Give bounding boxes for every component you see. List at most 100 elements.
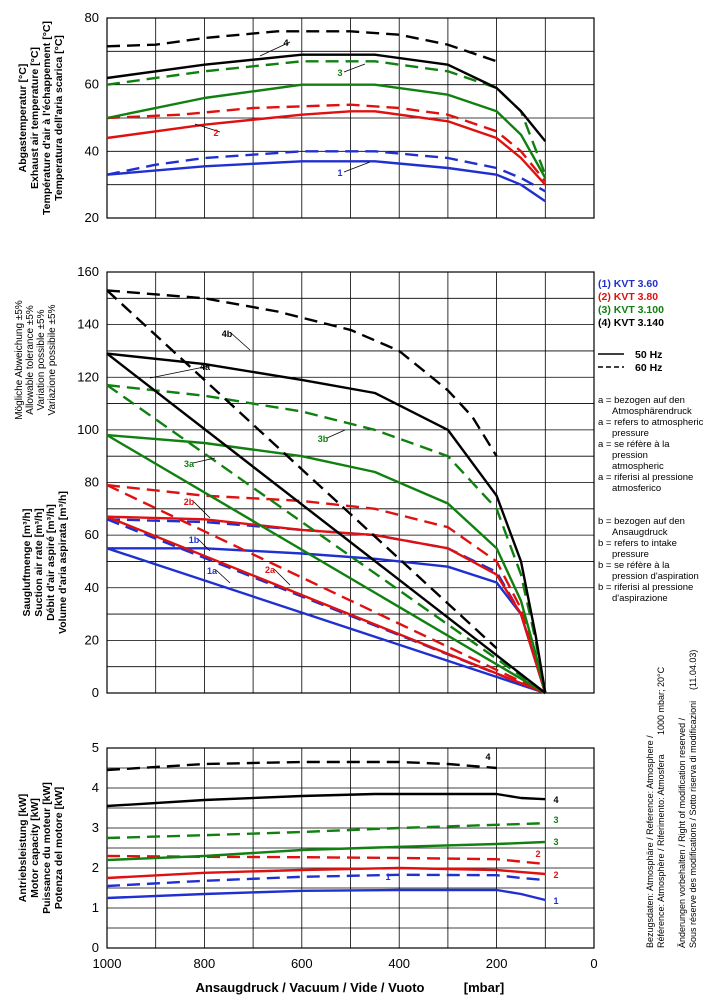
annotation-label: 2 bbox=[535, 849, 540, 859]
footer-ref-line1: Bezugsdaten: Atmosphäre / Reference: Atm… bbox=[645, 735, 655, 948]
x-tick-label: 1000 bbox=[93, 956, 122, 971]
annotation-label: 3b bbox=[318, 434, 329, 444]
series-3-60Hz bbox=[106, 822, 546, 840]
legend-60hz-label: 60 Hz bbox=[635, 362, 662, 374]
x-tick-label: 800 bbox=[194, 956, 216, 971]
annotation-label: 4 bbox=[553, 795, 558, 805]
annotation-label: 4a bbox=[200, 362, 211, 372]
series-1-60Hz bbox=[106, 873, 546, 888]
y-axis-label: Saugluftmenge [m³/h] Suction air rate [m³… bbox=[21, 491, 69, 634]
series-4b-50Hz bbox=[106, 352, 547, 694]
plot-frame bbox=[106, 747, 595, 949]
series-3b-60Hz bbox=[106, 383, 547, 694]
legend-model-3: (3) KVT 3.100 bbox=[598, 304, 664, 316]
annotation-leader bbox=[273, 568, 291, 586]
x-tick-label: 600 bbox=[291, 956, 313, 971]
footer-rights1: Änderungen vorbehalten / Right of modifi… bbox=[677, 717, 687, 948]
annotation-leader bbox=[343, 63, 366, 73]
annotation-label: 4 bbox=[485, 752, 490, 762]
footer-ref-cond: 1000 mbar; 20°C bbox=[656, 666, 666, 735]
legend-50hz-label: 50 Hz bbox=[635, 349, 662, 361]
annotation-leader bbox=[230, 332, 251, 351]
legend-model-2: (2) KVT 3.80 bbox=[598, 291, 658, 303]
series-2-50Hz bbox=[106, 866, 546, 880]
y-tick-label: 20 bbox=[85, 210, 99, 225]
series-1-60Hz bbox=[106, 150, 546, 193]
series-4-60Hz bbox=[106, 30, 497, 63]
notes_b-line: pressure bbox=[612, 549, 649, 560]
series-4-50Hz bbox=[106, 53, 547, 143]
annotation-label: 4b bbox=[222, 329, 233, 339]
series-1a-50Hz bbox=[106, 547, 546, 695]
notes_b-line: b = riferisi al pressione bbox=[598, 582, 693, 593]
notes_b-line: Ansaugdruck bbox=[612, 527, 668, 538]
series-2-60Hz bbox=[106, 103, 547, 183]
annotation-leader bbox=[326, 429, 346, 439]
notes_a-line: a = se réfère à la bbox=[598, 439, 670, 450]
annotation-label: 1 bbox=[385, 872, 390, 882]
x-axis-unit: [mbar] bbox=[464, 980, 504, 995]
y-axis-label-line: Antriebsleistung [kW] bbox=[17, 794, 29, 903]
annotation-leader bbox=[192, 500, 211, 519]
y-axis-label-line: Motor capacity [kW] bbox=[29, 798, 41, 898]
notes_a-line: a = refers to atmospheric bbox=[598, 417, 704, 428]
series-2a-60Hz bbox=[106, 484, 546, 695]
y-tick-label: 4 bbox=[92, 780, 99, 795]
notes_b-line: pression d'aspiration bbox=[612, 571, 699, 582]
series-3b-50Hz bbox=[106, 433, 547, 694]
annotation-label: 1 bbox=[553, 896, 558, 906]
notes_a-line: a = riferisi al pressione bbox=[598, 472, 693, 483]
annotation-leader bbox=[149, 365, 210, 379]
tolerance-label-line: Allowable tolerance ±5% bbox=[25, 305, 36, 415]
series-1-50Hz bbox=[106, 160, 546, 203]
notes_a-line: Atmosphärendruck bbox=[612, 406, 692, 417]
y-axis-label-line: Puissance du moteur [kW] bbox=[41, 782, 53, 914]
series-3-50Hz bbox=[106, 840, 546, 862]
y-tick-label: 60 bbox=[85, 527, 99, 542]
annotation-label: 4 bbox=[283, 38, 288, 48]
y-tick-label: 40 bbox=[85, 580, 99, 595]
series-2b-60Hz bbox=[106, 483, 547, 694]
y-axis-label-line: Débit d'air aspiré [m³/h] bbox=[45, 504, 57, 621]
annotation-label: 2 bbox=[213, 128, 218, 138]
annotation-label: 1b bbox=[189, 535, 200, 545]
y-tick-label: 40 bbox=[85, 143, 99, 158]
y-axis-label-line: Temperatura dell'aria scarica [°C] bbox=[53, 35, 65, 201]
y-axis-label-line: Suction air rate [m³/h] bbox=[33, 508, 45, 617]
annotation-leader bbox=[194, 123, 221, 133]
x-tick-label: 0 bbox=[590, 956, 597, 971]
y-axis-label-line: Potenza del motore [kW] bbox=[53, 787, 65, 910]
series-3a-50Hz bbox=[106, 434, 546, 695]
y-axis-label-line: Exhaust air temperature [°C] bbox=[29, 47, 41, 189]
y-tick-label: 80 bbox=[85, 475, 99, 490]
series-2-50Hz bbox=[106, 110, 547, 186]
tolerance-label-line: Mögliche Abweichung ±5% bbox=[14, 300, 25, 420]
annotation-label: 2a bbox=[265, 565, 276, 575]
series-3a-60Hz bbox=[106, 384, 546, 694]
y-axis-label-line: Température d'air à l'échappement [°C] bbox=[41, 21, 53, 215]
y-axis-label-line: Saugluftmenge [m³/h] bbox=[21, 509, 33, 617]
tolerance-label-line: Variation possible ±5% bbox=[36, 309, 47, 410]
x-tick-label: 200 bbox=[486, 956, 508, 971]
annotation-leader bbox=[259, 41, 291, 57]
series-4-50Hz bbox=[106, 792, 546, 808]
series-4-60Hz bbox=[106, 760, 497, 772]
series-4b-60Hz bbox=[106, 289, 498, 457]
annotation-leader bbox=[197, 538, 211, 552]
annotation-label: 3 bbox=[337, 68, 342, 78]
notes_b-line: b = bezogen auf den bbox=[598, 516, 685, 527]
notes_a-line: a = bezogen auf den bbox=[598, 395, 685, 406]
notes_b-line: b = se réfère à la bbox=[598, 560, 670, 571]
y-tick-label: 100 bbox=[77, 422, 99, 437]
panel-motor-capacity: 0 1 2 3 4 5 Antriebsleistung [kW] Motor capacit… bbox=[17, 740, 595, 955]
notes_a-line: pression bbox=[612, 450, 648, 461]
annotation-label: 1 bbox=[337, 168, 342, 178]
notes_b-line: b = refers to intake bbox=[598, 538, 677, 549]
notes_a-line: atmospheric bbox=[612, 461, 664, 472]
y-tick-label: 0 bbox=[92, 940, 99, 955]
annotation-leader bbox=[192, 457, 216, 464]
series-3-50Hz bbox=[106, 83, 547, 179]
footer-date: (11.04.03) bbox=[688, 650, 698, 690]
annotation-label: 2b bbox=[184, 497, 195, 507]
tolerance-label-line: Variazione possibile ±5% bbox=[47, 304, 58, 415]
